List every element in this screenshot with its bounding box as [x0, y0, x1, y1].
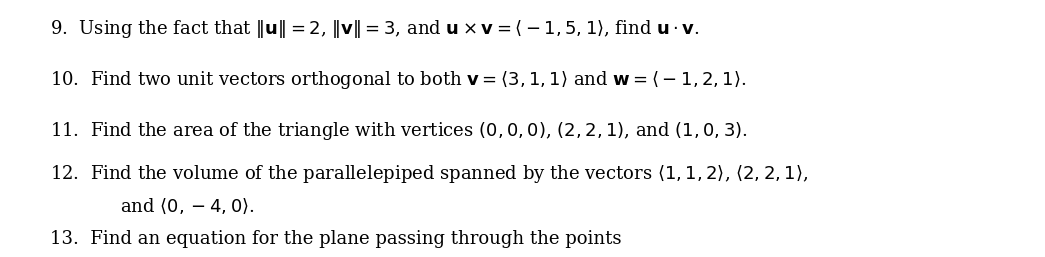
Text: 10.  Find two unit vectors orthogonal to both $\mathbf{v} = \langle 3, 1, 1 \ran: 10. Find two unit vectors orthogonal to …: [50, 69, 747, 91]
Text: 11.  Find the area of the triangle with vertices $(0, 0, 0)$, $(2, 2, 1)$, and $: 11. Find the area of the triangle with v…: [50, 120, 748, 142]
Text: 12.  Find the volume of the parallelepiped spanned by the vectors $\langle 1, 1,: 12. Find the volume of the parallelepipe…: [50, 163, 809, 185]
Text: and $\langle 0, -4, 0 \rangle$.: and $\langle 0, -4, 0 \rangle$.: [120, 197, 255, 216]
Text: 9.  Using the fact that $\|\mathbf{u}\| = 2$, $\|\mathbf{v}\| = 3$, and $\mathbf: 9. Using the fact that $\|\mathbf{u}\| =…: [50, 18, 700, 40]
Text: 13.  Find an equation for the plane passing through the points: 13. Find an equation for the plane passi…: [50, 230, 622, 248]
